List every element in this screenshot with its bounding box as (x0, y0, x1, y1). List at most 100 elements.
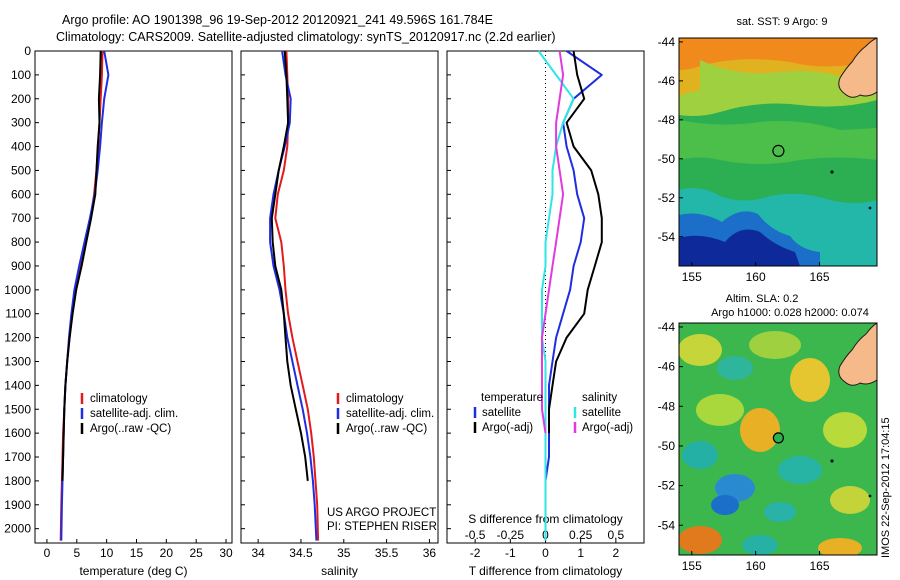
x-tick-label: 34.5 (289, 546, 313, 560)
y-tick-label: 1700 (4, 450, 31, 464)
argo-position-marker (772, 432, 785, 444)
secondary-x-tick-label: -0.5 (465, 528, 486, 542)
x-tick-label: 30 (219, 546, 233, 560)
y-tick-label: 500 (11, 163, 31, 177)
map-x-tick-label: 165 (810, 270, 830, 284)
map-x-tick-label: 160 (746, 270, 766, 284)
y-tick-label: 1800 (4, 474, 31, 488)
y-tick-label: 1600 (4, 426, 31, 440)
plot-frame (240, 50, 439, 544)
x-tick-label: 34 (251, 546, 265, 560)
y-tick-label: 600 (11, 187, 31, 201)
series-line (61, 50, 102, 481)
map-y-tick-label: -52 (658, 479, 676, 493)
map-y-tick-label: -54 (658, 518, 676, 532)
legend-title: salinity (582, 392, 617, 404)
legend-label: Argo(-adj) (482, 422, 533, 434)
x-tick-label: 0 (542, 546, 549, 560)
map-x-tick-label: 155 (682, 270, 702, 284)
map-x-tick-label: 155 (682, 559, 702, 573)
legend-label: satellite (582, 407, 621, 419)
timestamp-stamp: IMOS 22-Sep-2012 17:04:15 (880, 417, 892, 558)
map-x-tick-label: 160 (746, 559, 766, 573)
x-tick-label: -1 (505, 546, 516, 560)
x-tick-label: 10 (100, 546, 114, 560)
y-tick-label: 1200 (4, 331, 31, 345)
sst-map-panel: 155 160 165 -44 -46 -48 -50 -52 -54 (658, 35, 878, 284)
sla-map-axes: 155 160 165 -44 -46 -48 -50 -52 -54 (658, 320, 830, 573)
x-tick-label: 36 (423, 546, 437, 560)
x-axis-label: temperature (deg C) (79, 564, 187, 578)
legend-label: satellite-adj. clim. (90, 408, 178, 420)
temperature-profile-panel: 0 5 10 15 20 25 30 temperature (deg C) 0 100 200 30… (4, 44, 233, 578)
series-line (59, 50, 104, 541)
x-tick-label: 35 (337, 546, 351, 560)
difference-profile-panel: -2 -1 0 1 2 T difference from climatology -0.5… (446, 50, 645, 578)
series-line (60, 50, 110, 541)
map-y-tick-label: -46 (658, 360, 676, 374)
x-tick-label: -2 (470, 546, 481, 560)
y-tick-label: 2000 (4, 522, 31, 536)
figure-title-line2: Climatology: CARS2009. Satellite-adjuste… (56, 30, 556, 44)
x-tick-label: 1 (577, 546, 584, 560)
series-line (548, 50, 603, 434)
map-y-tick-label: -50 (658, 152, 676, 166)
secondary-x-tick-label: 0.5 (608, 528, 625, 542)
map-y-tick-label: -44 (658, 320, 676, 334)
annotation-text: PI: STEPHEN RISER (327, 521, 437, 533)
y-tick-label: 400 (11, 140, 31, 154)
series-line (537, 50, 575, 541)
legend-label: Argo(..raw -QC) (90, 423, 171, 435)
legend-label: satellite-adj. clim. (346, 408, 434, 420)
y-tick-label: 1900 (4, 498, 31, 512)
y-tick-label: 700 (11, 211, 31, 225)
map-y-tick-label: -48 (658, 113, 676, 127)
x-tick-label: 5 (73, 546, 80, 560)
y-tick-label: 800 (11, 235, 31, 249)
sla-map-title: Altim. SLA: 0.2 (726, 293, 799, 305)
legend-label: Argo(-adj) (582, 422, 633, 434)
salinity-profile-panel: 34 34.5 35 35.5 36 salinity climatology satelli… (240, 50, 439, 578)
x-tick-label: 2 (613, 546, 620, 560)
series-line (269, 50, 318, 541)
plot-frame (34, 50, 233, 544)
sst-map-axes: 155 160 165 -44 -46 -48 -50 -52 -54 (658, 35, 830, 284)
y-tick-label: 0 (24, 44, 31, 58)
series-line (541, 50, 565, 434)
map-y-tick-label: -44 (658, 35, 676, 49)
legend-label: satellite (482, 407, 521, 419)
legend-label: Argo(..raw -QC) (346, 423, 427, 435)
legend-label: climatology (346, 393, 404, 405)
map-y-tick-label: -46 (658, 74, 676, 88)
y-tick-label: 900 (11, 259, 31, 273)
map-x-tick-label: 165 (810, 559, 830, 573)
x-tick-label: 20 (160, 546, 174, 560)
argo-position-marker (772, 144, 785, 157)
x-axis-label: T difference from climatology (469, 564, 623, 578)
y-tick-label: 1000 (4, 283, 31, 297)
y-tick-label: 300 (11, 116, 31, 130)
sst-map-title: sat. SST: 9 Argo: 9 (736, 16, 827, 28)
y-tick-label: 200 (11, 92, 31, 106)
y-tick-label: 1500 (4, 402, 31, 416)
x-axis-label: salinity (321, 564, 358, 578)
map-y-tick-label: -48 (658, 399, 676, 413)
map-y-tick-label: -54 (658, 230, 676, 244)
x-tick-label: 15 (130, 546, 144, 560)
x-tick-label: 35.5 (375, 546, 399, 560)
map-y-tick-label: -52 (658, 191, 676, 205)
y-tick-label: 1300 (4, 354, 31, 368)
map-y-tick-label: -50 (658, 439, 676, 453)
sla-map-subtitle: Argo h1000: 0.028 h2000: 0.074 (711, 307, 869, 319)
x-tick-label: 0 (44, 546, 51, 560)
series-line (270, 50, 309, 482)
figure-title-line1: Argo profile: AO 1901398_96 19-Sep-2012 … (62, 13, 493, 27)
series-line (544, 50, 603, 541)
y-tick-label: 100 (11, 68, 31, 82)
x-tick-label: 25 (190, 546, 204, 560)
y-tick-label: 1400 (4, 378, 31, 392)
legend-label: climatology (90, 393, 148, 405)
secondary-x-tick-label: -0.25 (497, 528, 525, 542)
y-tick-label: 1100 (5, 307, 31, 321)
